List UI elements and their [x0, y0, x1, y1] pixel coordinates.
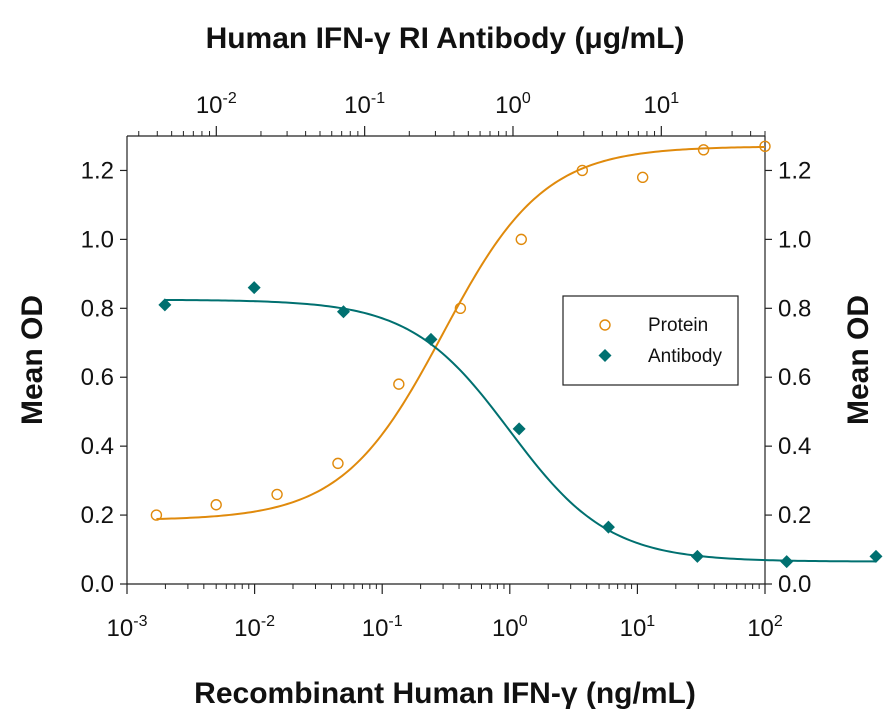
data-point-antibody: [869, 549, 883, 563]
x-tick-label: 100: [492, 613, 528, 642]
legend-label-protein: Protein: [648, 315, 708, 336]
data-point-antibody: [512, 422, 526, 436]
data-point-antibody: [247, 281, 261, 295]
plot-area: [126, 135, 766, 585]
y-tick-label-left: 1.0: [81, 226, 114, 253]
legend-box: [562, 295, 739, 386]
legend-marker-antibody: [598, 349, 612, 362]
top-tick-label: 10-1: [344, 90, 385, 119]
y-tick-label-left: 0.6: [81, 364, 114, 391]
legend-marker-protein: [599, 319, 611, 331]
y-tick-label-left: 0.0: [81, 571, 114, 598]
legend: Protein Antibody: [562, 295, 739, 386]
y-axis-label: Mean OD: [16, 295, 49, 425]
y-tick-label-right: 0.6: [778, 364, 811, 391]
data-point-protein: [210, 499, 222, 511]
y-tick-label-left: 0.2: [81, 502, 114, 529]
x-tick-label: 10-3: [107, 613, 148, 642]
legend-label-antibody: Antibody: [648, 346, 722, 367]
data-point-protein: [454, 302, 467, 315]
data-point-protein: [271, 488, 283, 501]
y-tick-label-right: 0.0: [778, 571, 811, 598]
data-point-antibody: [780, 555, 794, 569]
x-tick-label: 102: [747, 613, 783, 642]
data-point-antibody: [336, 305, 350, 319]
axis-ticks: 0.0 0.0 0.2 0.2 0.4 0.4 0.6 0.6 0.8 0.8 1.0 1.0 1.2 1…: [81, 90, 812, 642]
data-point-antibody: [424, 332, 438, 346]
data-point-protein: [697, 144, 710, 156]
y-tick-label-right: 0.2: [778, 502, 811, 529]
y-tick-label-right: 0.4: [778, 433, 811, 460]
x-tick-label: 10-2: [234, 613, 275, 642]
data-point-protein: [759, 140, 771, 153]
y-tick-label-left: 0.4: [81, 433, 114, 460]
x-tick-label: 101: [620, 613, 656, 642]
data-points: [150, 140, 883, 569]
top-tick-label: 100: [495, 90, 531, 119]
data-point-antibody: [601, 520, 615, 534]
fit-curves: [156, 145, 876, 563]
fit-curve-antibody: [164, 298, 876, 563]
data-point-protein: [576, 164, 589, 177]
data-point-protein: [515, 233, 527, 246]
fit-curve-protein: [156, 145, 766, 520]
data-point-antibody: [158, 298, 172, 312]
top-tick-label: 101: [644, 90, 680, 119]
x-tick-label: 10-1: [362, 613, 403, 642]
data-point-protein: [636, 171, 649, 184]
chart-title: Human IFN-γ RI Antibody (μg/mL): [206, 22, 685, 55]
y-tick-label-right: 0.8: [778, 295, 811, 322]
data-point-protein: [393, 378, 405, 390]
data-point-protein: [332, 457, 344, 470]
y-tick-label-right: 1.2: [778, 157, 811, 184]
data-point-antibody: [690, 549, 704, 563]
y-axis-label-right: Mean OD: [842, 295, 875, 425]
y-tick-label-right: 1.0: [778, 226, 811, 253]
top-tick-label: 10-2: [196, 90, 237, 119]
x-axis-label: Recombinant Human IFN-γ (ng/mL): [194, 677, 696, 710]
y-tick-label-left: 1.2: [81, 157, 114, 184]
data-point-protein: [150, 509, 163, 521]
y-tick-label-left: 0.8: [81, 295, 114, 322]
